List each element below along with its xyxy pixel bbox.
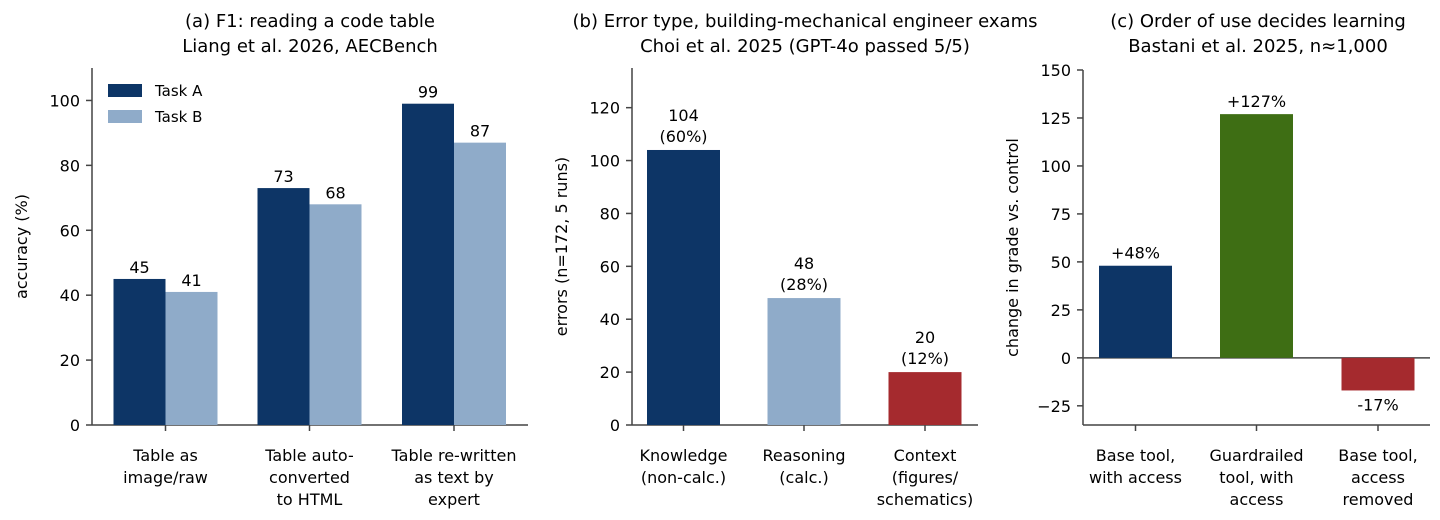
x-tick-label: (figures/ — [892, 468, 959, 487]
x-tick-label: to HTML — [277, 490, 343, 509]
y-tick-label: 120 — [589, 99, 620, 118]
y-tick-label: 20 — [600, 363, 620, 382]
bar — [309, 204, 362, 425]
bar — [1341, 357, 1415, 391]
panel-title: (c) Order of use decides learning — [1110, 11, 1406, 32]
data-label: 20 — [915, 328, 935, 347]
bar — [767, 298, 841, 425]
y-tick-label: 125 — [1040, 109, 1071, 128]
data-label: 48 — [794, 254, 814, 273]
y-tick-label: 100 — [1040, 157, 1071, 176]
data-label: (60%) — [659, 127, 707, 146]
panel-title: Bastani et al. 2025, n≈1,000 — [1128, 36, 1388, 57]
bar — [454, 142, 506, 426]
y-axis-label: errors (n=172, 5 runs) — [552, 157, 571, 336]
y-tick-label: 100 — [49, 91, 80, 110]
legend-swatch — [108, 84, 142, 97]
x-tick-label: (calc.) — [779, 468, 828, 487]
bar — [1099, 265, 1172, 358]
y-tick-label: 40 — [60, 286, 80, 305]
x-tick-label: (non-calc.) — [641, 468, 726, 487]
y-tick-label: 0 — [610, 416, 620, 435]
data-label: 41 — [181, 271, 201, 290]
data-label: 104 — [668, 106, 699, 125]
x-tick-label: Base tool, — [1096, 446, 1175, 465]
x-tick-label: image/raw — [123, 468, 208, 487]
y-tick-label: 80 — [60, 156, 80, 175]
data-label: 73 — [273, 167, 293, 186]
x-tick-label: schematics) — [877, 490, 974, 509]
legend-swatch — [108, 110, 142, 123]
x-tick-label: access — [1351, 468, 1405, 487]
y-axis-label: change in grade vs. control — [1003, 138, 1022, 357]
panel-3: (c) Order of use decides learning Bastani… — [1003, 11, 1430, 509]
y-axis-label: accuracy (%) — [12, 194, 31, 299]
x-tick-label: Context — [894, 446, 957, 465]
y-tick-label: 0 — [70, 416, 80, 435]
legend: Task A Task B — [108, 82, 203, 126]
panel-2: (b) Error type, building-mechanical engi… — [552, 11, 1037, 509]
x-tick-label: as text by — [414, 468, 494, 487]
y-tick-label: 40 — [600, 310, 620, 329]
panel-1: (a) F1: reading a code table Liang et al.… — [12, 11, 528, 509]
y-tick-label: 150 — [1040, 61, 1071, 80]
bar — [257, 188, 310, 425]
bar — [402, 103, 454, 425]
x-tick-label: converted — [269, 468, 350, 487]
x-tick-label: Knowledge — [640, 446, 728, 465]
data-label: 99 — [418, 83, 438, 102]
panel-title: (a) F1: reading a code table — [185, 11, 435, 32]
data-label: 45 — [129, 258, 149, 277]
x-tick-label: Table as — [132, 446, 198, 465]
y-tick-label: 80 — [600, 204, 620, 223]
bar — [1220, 114, 1293, 358]
x-tick-label: Table re-written — [391, 446, 517, 465]
y-tick-label: 60 — [600, 257, 620, 276]
x-tick-label: with access — [1089, 468, 1182, 487]
panel-title: (b) Error type, building-mechanical engi… — [573, 11, 1038, 32]
y-tick-label: 0 — [1061, 349, 1071, 368]
panel-title: Liang et al. 2026, AECBench — [182, 36, 438, 57]
data-label: (28%) — [780, 275, 828, 294]
x-tick-label: tool, with — [1219, 468, 1293, 487]
y-tick-label: 20 — [60, 351, 80, 370]
x-tick-label: Guardrailed — [1209, 446, 1303, 465]
y-tick-label: −25 — [1037, 397, 1071, 416]
y-tick-label: 50 — [1051, 253, 1071, 272]
bar — [647, 149, 720, 425]
data-label: 87 — [470, 122, 490, 141]
legend-label: Task A — [154, 82, 203, 100]
bar — [113, 278, 166, 425]
x-tick-label: access — [1230, 490, 1284, 509]
data-label: 68 — [325, 183, 345, 202]
x-tick-label: Table auto- — [264, 446, 354, 465]
y-tick-label: 100 — [589, 152, 620, 171]
data-label: (12%) — [901, 349, 949, 368]
y-tick-label: 60 — [60, 221, 80, 240]
data-label: +127% — [1227, 92, 1286, 111]
x-tick-label: Reasoning — [762, 446, 845, 465]
y-tick-label: 75 — [1051, 205, 1071, 224]
data-label: +48% — [1111, 244, 1160, 263]
x-tick-label: Base tool, — [1338, 446, 1417, 465]
x-tick-label: expert — [428, 490, 480, 509]
bar — [165, 291, 218, 425]
x-tick-label: removed — [1343, 490, 1414, 509]
y-tick-label: 25 — [1051, 301, 1071, 320]
panel-title: Choi et al. 2025 (GPT-4o passed 5/5) — [640, 36, 970, 57]
legend-label: Task B — [154, 108, 202, 126]
data-label: -17% — [1357, 395, 1398, 414]
bar — [888, 372, 962, 425]
